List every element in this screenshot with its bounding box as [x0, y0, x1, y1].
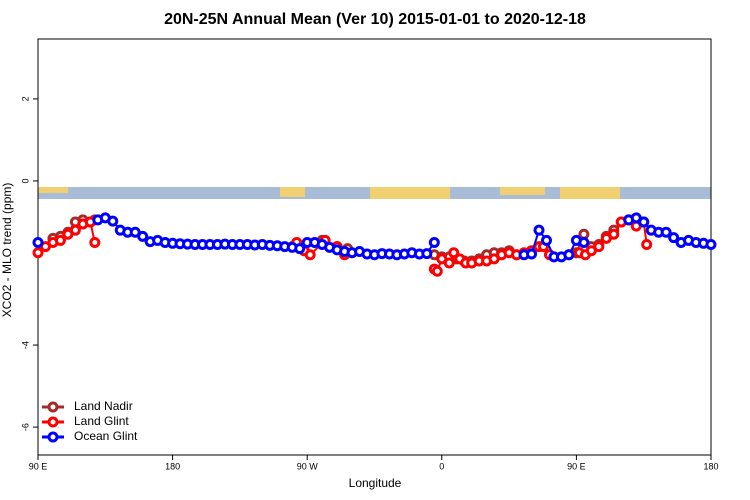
y-tick-label: 0 — [20, 178, 30, 183]
y-tick-label: -6 — [20, 423, 30, 431]
y-axis-label: XCO2 - MLO trend (ppm) — [0, 183, 14, 318]
x-tick-label: 90 E — [29, 461, 48, 471]
point — [428, 236, 440, 248]
point — [705, 239, 717, 251]
point — [608, 228, 620, 240]
point — [54, 234, 66, 246]
legend-marker — [47, 401, 59, 413]
point — [563, 249, 575, 261]
x-tick-label: 0 — [439, 461, 444, 471]
legend-label: Ocean Glint — [74, 429, 138, 443]
point — [593, 241, 605, 253]
point — [32, 236, 44, 248]
point — [540, 234, 552, 246]
point — [641, 239, 653, 251]
x-tick-label: 180 — [703, 461, 718, 471]
point — [421, 248, 433, 260]
plot-frame — [37, 38, 712, 456]
x-axis-label: Longitude — [349, 476, 402, 490]
y-tick-label: 2 — [20, 96, 30, 101]
point — [69, 224, 81, 236]
point — [431, 265, 443, 277]
point — [638, 216, 650, 228]
point — [32, 247, 44, 259]
point — [668, 232, 680, 244]
x-tick-label: 180 — [165, 461, 180, 471]
point — [89, 236, 101, 248]
legend-marker — [47, 431, 59, 443]
point — [578, 236, 590, 248]
x-tick-label: 90 W — [297, 461, 319, 471]
point — [660, 226, 672, 238]
y-tick-label: -4 — [20, 341, 30, 349]
point — [107, 215, 119, 227]
point — [533, 224, 545, 236]
legend-label: Land Glint — [74, 414, 129, 428]
chart-title: 20N-25N Annual Mean (Ver 10) 2015-01-01 … — [164, 11, 586, 28]
point — [304, 249, 316, 261]
x-tick-label: 90 E — [567, 461, 586, 471]
point — [443, 257, 455, 269]
point — [448, 247, 460, 259]
legend-label: Land Nadir — [74, 399, 133, 413]
point — [294, 243, 306, 255]
map-strip — [38, 187, 711, 199]
legend-marker — [47, 416, 59, 428]
point — [526, 248, 538, 260]
point — [137, 230, 149, 242]
